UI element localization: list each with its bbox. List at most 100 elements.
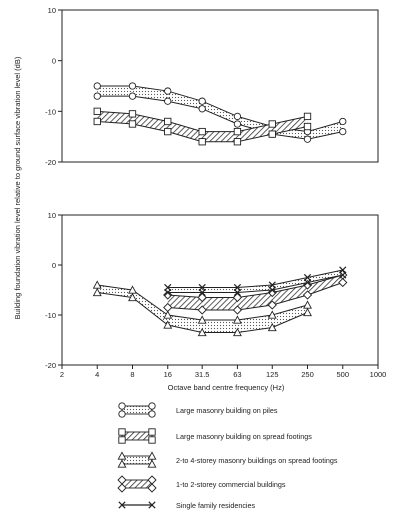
top-y-tick-label: -20	[45, 158, 56, 167]
top-panel-frame	[61, 9, 379, 163]
legend-item-large-masonry-building-on-spread-footings: Large masonry building on spread footing…	[118, 428, 312, 444]
band-area-1-to-2-storey-commercial-buildings	[167, 275, 343, 310]
data-point-upper-large-masonry-building-on-spread-footings	[128, 110, 137, 118]
legend-swatch	[121, 479, 153, 489]
data-point-lower-2-to-4-storey-masonry-buildings-on-spread-footings	[303, 307, 312, 317]
data-point-lower-1-to-2-storey-commercial-buildings	[163, 302, 173, 313]
data-point-lower-large-masonry-building-on-piles	[128, 92, 137, 100]
band-area-large-masonry-building-on-piles	[97, 86, 343, 140]
data-point-upper-2-to-4-storey-masonry-buildings-on-spread-footings	[92, 280, 102, 289]
data-point-lower-single-family-residencies	[339, 271, 347, 279]
legend-label: Large masonry building on piles	[176, 406, 278, 415]
legend-item-1-to-2-storey-commercial-buildings: 1-to 2-storey commercial buildings	[117, 475, 286, 493]
data-point-lower-1-to-2-storey-commercial-buildings	[197, 305, 207, 315]
data-point-lower-large-masonry-building-on-spread-footings	[198, 138, 206, 146]
bottom-y-tick-label: -20	[45, 361, 56, 370]
data-point-lower-large-masonry-building-on-spread-footings	[303, 122, 312, 131]
data-point-upper-2-to-4-storey-masonry-buildings-on-spread-footings	[267, 310, 277, 319]
bottom-panel: 10 0 -10 -20 2 4 8 16 31.5 63 125 250 500 1000	[45, 211, 386, 379]
data-point-lower-2-to-4-storey-masonry-buildings-on-spread-footings	[232, 327, 242, 337]
bottom-y-tick-label: 10	[48, 211, 56, 220]
data-point-lower-large-masonry-building-on-spread-footings	[164, 127, 172, 136]
legend-marker-2-to-4-storey-masonry-buildings-on-spread-footings	[117, 451, 127, 460]
legend-marker-large-masonry-building-on-spread-footings	[118, 428, 126, 436]
data-point-upper-large-masonry-building-on-spread-footings	[93, 107, 101, 115]
x-tick-label: 500	[336, 370, 349, 379]
top-y-tick-label: -10	[45, 107, 56, 116]
top-y-axis: 10 0 -10 -20	[45, 6, 62, 167]
data-point-lower-single-family-residencies	[233, 288, 242, 297]
x-tick-label: 125	[266, 370, 279, 379]
data-point-upper-large-masonry-building-on-piles	[128, 82, 137, 90]
data-point-lower-single-family-residencies	[268, 286, 276, 294]
band-area-single-family-residencies	[167, 270, 343, 293]
data-point-lower-single-family-residencies	[303, 278, 312, 287]
data-point-lower-2-to-4-storey-masonry-buildings-on-spread-footings	[197, 327, 207, 337]
legend-swatch	[121, 405, 153, 415]
data-point-lower-large-masonry-building-on-spread-footings	[233, 138, 242, 146]
legend-label: 2-to 4-storey masonry buildings on sprea…	[176, 456, 338, 465]
legend-marker-large-masonry-building-on-piles	[118, 402, 126, 410]
data-point-lower-2-to-4-storey-masonry-buildings-on-spread-footings	[128, 292, 137, 302]
y-axis-label: Building foundation vibration level rela…	[13, 56, 22, 319]
band-upper-line-single-family-residencies	[167, 269, 343, 288]
x-tick-label: 8	[130, 370, 134, 379]
data-point-upper-large-masonry-building-on-piles	[198, 97, 206, 105]
legend-marker-large-masonry-building-on-piles	[148, 410, 156, 418]
band-upper-line-1-to-2-storey-commercial-buildings	[167, 274, 343, 298]
data-point-lower-large-masonry-building-on-spread-footings	[93, 117, 101, 126]
data-point-upper-2-to-4-storey-masonry-buildings-on-spread-footings	[197, 315, 207, 324]
data-point-lower-1-to-2-storey-commercial-buildings	[302, 290, 313, 300]
band-area-2-to-4-storey-masonry-buildings-on-spread-footings	[97, 285, 308, 333]
data-point-upper-1-to-2-storey-commercial-buildings	[232, 292, 243, 303]
legend-marker-2-to-4-storey-masonry-buildings-on-spread-footings	[147, 459, 157, 468]
data-point-lower-large-masonry-building-on-piles	[198, 105, 206, 113]
band-upper-line-large-masonry-building-on-piles	[97, 85, 343, 133]
data-point-upper-large-masonry-building-on-piles	[93, 82, 101, 90]
x-axis-label: Octave band centre frequency (Hz)	[168, 383, 285, 392]
legend-marker-large-masonry-building-on-piles	[118, 410, 126, 418]
x-tick-label: 250	[301, 370, 314, 379]
data-point-upper-2-to-4-storey-masonry-buildings-on-spread-footings	[303, 300, 312, 309]
data-point-lower-2-to-4-storey-masonry-buildings-on-spread-footings	[267, 322, 277, 332]
legend-item-large-masonry-building-on-piles: Large masonry building on piles	[118, 402, 278, 418]
data-point-upper-2-to-4-storey-masonry-buildings-on-spread-footings	[163, 310, 173, 319]
bottom-panel-bands	[92, 266, 348, 337]
data-point-upper-large-masonry-building-on-piles	[339, 117, 347, 126]
x-tick-label: 2	[60, 370, 64, 379]
top-panel-bands	[93, 82, 347, 146]
legend-marker-large-masonry-building-on-piles	[148, 402, 156, 410]
legend-label: Single family residencies	[176, 501, 256, 510]
data-point-upper-large-masonry-building-on-spread-footings	[303, 112, 312, 121]
legend-marker-2-to-4-storey-masonry-buildings-on-spread-footings	[117, 459, 127, 468]
x-tick-label: 31.5	[195, 370, 210, 379]
legend: Large masonry building on piles Large mas…	[117, 402, 338, 510]
data-point-lower-large-masonry-building-on-piles	[164, 97, 172, 105]
top-y-tick-label: 10	[48, 6, 56, 15]
data-point-lower-large-masonry-building-on-spread-footings	[128, 120, 137, 128]
data-point-lower-large-masonry-building-on-spread-footings	[268, 130, 276, 138]
data-point-lower-1-to-2-storey-commercial-buildings	[267, 300, 277, 310]
band-lower-line-1-to-2-storey-commercial-buildings	[167, 282, 343, 311]
x-tick-label: 16	[164, 370, 172, 379]
legend-marker-large-masonry-building-on-spread-footings	[148, 436, 156, 444]
legend-label: Large masonry building on spread footing…	[176, 432, 312, 441]
x-axis: 2 4 8 16 31.5 63 125 250 500 1000	[60, 365, 386, 379]
data-point-lower-single-family-residencies	[164, 288, 172, 297]
data-point-lower-1-to-2-storey-commercial-buildings	[338, 277, 348, 288]
bottom-panel-frame	[61, 214, 379, 366]
band-lower-line-large-masonry-building-on-piles	[97, 95, 343, 140]
x-tick-label: 4	[95, 370, 99, 379]
data-point-upper-large-masonry-building-on-piles	[233, 112, 242, 121]
data-point-upper-large-masonry-building-on-piles	[164, 87, 172, 95]
legend-item-2-to-4-storey-masonry-buildings-on-spread-footings: 2-to 4-storey masonry buildings on sprea…	[117, 451, 338, 468]
data-point-upper-2-to-4-storey-masonry-buildings-on-spread-footings	[232, 315, 242, 324]
legend-label: 1-to 2-storey commercial buildings	[176, 480, 286, 489]
band-area-large-masonry-building-on-spread-footings	[97, 111, 308, 142]
legend-swatch	[121, 455, 153, 465]
data-point-upper-1-to-2-storey-commercial-buildings	[197, 292, 207, 303]
legend-swatch	[121, 431, 153, 441]
legend-item-single-family-residencies: Single family residencies	[118, 501, 256, 510]
bottom-y-tick-label: 0	[52, 261, 56, 270]
